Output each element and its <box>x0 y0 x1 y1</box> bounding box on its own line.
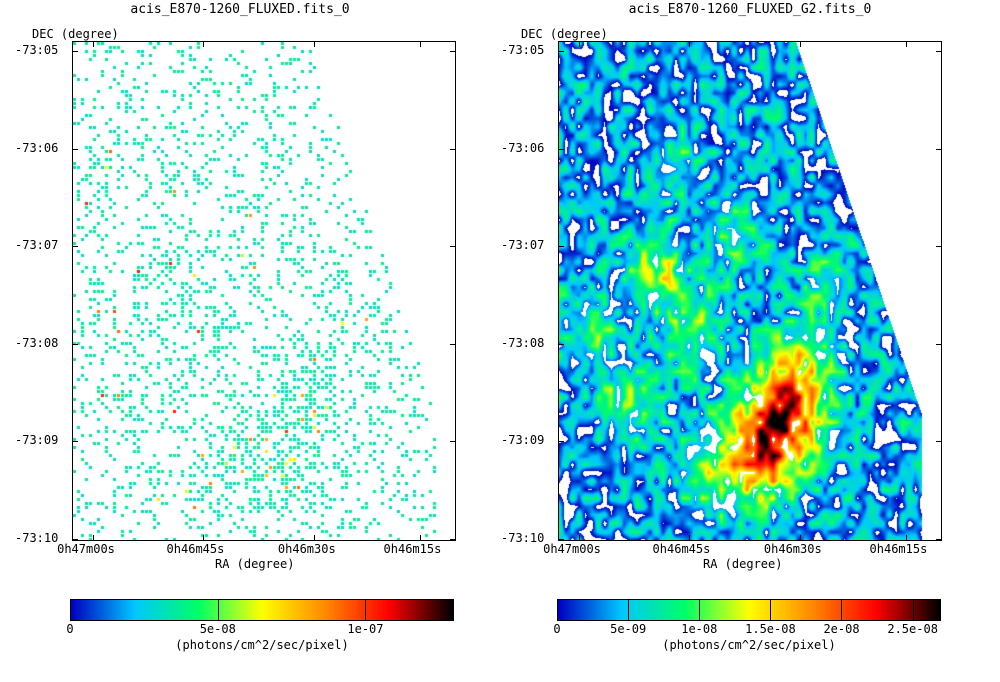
x-tick-mark <box>688 535 690 541</box>
y-tick-label: -73:08 <box>501 335 545 350</box>
colorbar <box>557 599 941 621</box>
y-tick-mark <box>558 441 564 442</box>
y-tick-mark <box>450 343 456 345</box>
y-tick-label: -73:10 <box>15 530 59 545</box>
y-tick-label: -73:10 <box>501 530 545 545</box>
heatmap-plot-area[interactable] <box>72 41 456 541</box>
y-tick-mark <box>936 51 942 52</box>
colorbar-tick-label: 5e-08 <box>199 622 236 636</box>
y-tick-mark <box>72 441 78 442</box>
y-tick-label: -73:07 <box>501 238 545 252</box>
colorbar-tick-label: 2e-08 <box>823 622 860 636</box>
x-tick-label: 0h46m30s <box>277 542 336 556</box>
y-tick-mark <box>558 343 564 345</box>
colorbar-tick-mark <box>628 599 630 621</box>
colorbar <box>70 599 454 621</box>
y-tick-mark <box>558 148 564 150</box>
colorbar-tick-mark <box>217 599 219 621</box>
y-tick-mark <box>936 148 942 150</box>
colorbar-tick-label: 2.5e-08 <box>887 622 938 636</box>
x-tick-mark <box>688 41 690 47</box>
x-tick-label: 0h46m15s <box>869 542 928 556</box>
x-tick-label: 0h47m00s <box>543 542 601 556</box>
x-axis-label: RA (degree) <box>703 557 783 571</box>
x-tick-mark <box>313 41 315 47</box>
x-tick-mark <box>93 41 95 47</box>
y-tick-mark <box>72 538 78 540</box>
colorbar-tick-mark <box>912 599 914 621</box>
y-tick-mark <box>450 148 456 150</box>
colorbar-gradient <box>558 600 940 620</box>
colorbar-unit-label: (photons/cm^2/sec/pixel) <box>662 638 836 652</box>
y-tick-label: -73:07 <box>15 238 59 252</box>
x-axis-label: RA (degree) <box>215 557 295 571</box>
x-tick-label: 0h46m45s <box>652 542 711 556</box>
colorbar-tick-mark <box>770 599 772 621</box>
y-tick-mark <box>72 246 78 247</box>
y-tick-mark <box>936 246 942 247</box>
x-tick-mark <box>202 535 204 541</box>
y-tick-mark <box>72 343 78 345</box>
colorbar-tick-label: 1e-08 <box>681 622 718 636</box>
y-tick-mark <box>936 441 942 442</box>
x-tick-mark <box>579 535 581 541</box>
y-tick-label: -73:05 <box>501 43 545 57</box>
y-tick-label: -73:09 <box>501 433 545 447</box>
y-tick-mark <box>72 51 78 52</box>
y-tick-mark <box>558 538 564 540</box>
x-tick-mark <box>579 41 581 47</box>
y-tick-mark <box>450 51 456 52</box>
x-tick-mark <box>905 535 907 541</box>
panel-title: acis_E870-1260_FLUXED_G2.fits_0 <box>628 2 872 17</box>
y-tick-mark <box>450 246 456 247</box>
x-tick-mark <box>202 41 204 47</box>
x-tick-mark <box>799 535 801 541</box>
y-tick-label: -73:06 <box>15 140 59 155</box>
y-axis-label: DEC (degree) <box>32 27 119 41</box>
y-tick-label: -73:06 <box>501 140 545 155</box>
x-tick-mark <box>313 535 315 541</box>
x-tick-label: 0h46m30s <box>763 542 822 556</box>
colorbar-tick-mark <box>365 599 367 621</box>
y-tick-mark <box>450 441 456 442</box>
heatmap-image <box>559 42 941 540</box>
y-tick-mark <box>72 148 78 150</box>
x-tick-mark <box>419 41 421 47</box>
y-tick-label: -73:08 <box>15 335 59 350</box>
colorbar-unit-label: (photons/cm^2/sec/pixel) <box>175 638 349 652</box>
colorbar-tick-label: 5e-09 <box>610 622 647 636</box>
colorbar-gradient <box>71 600 453 620</box>
x-tick-label: 0h47m00s <box>57 542 115 556</box>
y-tick-mark <box>558 246 564 247</box>
y-tick-mark <box>936 538 942 540</box>
y-tick-mark <box>936 343 942 345</box>
y-tick-mark <box>558 51 564 52</box>
x-tick-mark <box>905 41 907 47</box>
colorbar-tick-label: 1e-07 <box>347 622 384 636</box>
y-tick-mark <box>450 538 456 540</box>
x-tick-label: 0h46m15s <box>383 542 442 556</box>
colorbar-tick-label: 1.5e-08 <box>745 622 796 636</box>
x-tick-mark <box>419 535 421 541</box>
y-axis-label: DEC (degree) <box>521 27 608 41</box>
x-tick-mark <box>799 41 801 47</box>
colorbar-tick-label: 0 <box>66 622 74 636</box>
heatmap-plot-area[interactable] <box>558 41 942 541</box>
panel-title: acis_E870-1260_FLUXED.fits_0 <box>130 2 350 17</box>
colorbar-tick-mark <box>699 599 701 621</box>
y-tick-label: -73:05 <box>15 43 59 57</box>
colorbar-tick-mark <box>841 599 843 621</box>
x-tick-label: 0h46m45s <box>166 542 225 556</box>
x-tick-mark <box>93 535 95 541</box>
colorbar-tick-label: 0 <box>553 622 561 636</box>
heatmap-image <box>73 42 455 540</box>
y-tick-label: -73:09 <box>15 433 59 447</box>
